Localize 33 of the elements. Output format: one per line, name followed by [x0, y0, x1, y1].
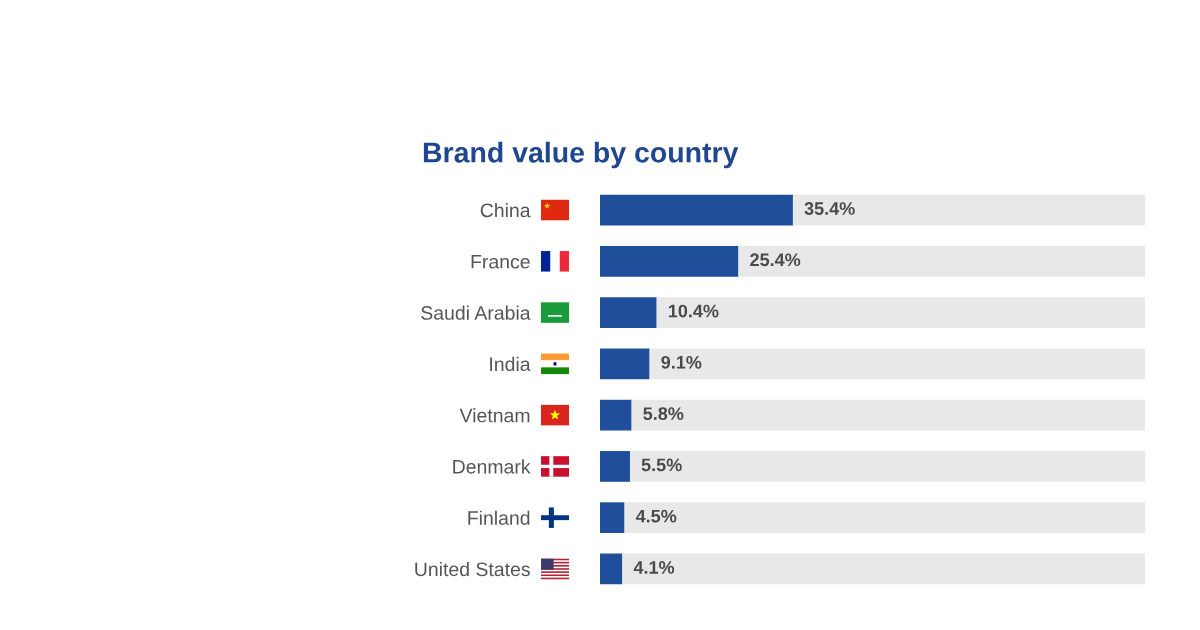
bar — [792, 194, 1145, 226]
data-label: 5.5% — [641, 458, 682, 472]
bar — [629, 451, 1145, 482]
y-tick-label: India — [490, 356, 531, 372]
chart-title: Brand value by country — [423, 141, 739, 169]
bar — [600, 502, 625, 534]
y-tick-label: Denmark — [453, 459, 531, 474]
bar — [656, 297, 1145, 328]
data-label: 10.4% — [668, 304, 719, 318]
data-label: 5.8% — [643, 407, 684, 420]
bar — [624, 502, 1145, 534]
bar — [600, 194, 793, 226]
data-label: 4.5% — [635, 509, 677, 523]
y-tick-label: China — [480, 202, 531, 218]
data-label: 35.4% — [804, 202, 855, 215]
bar — [600, 399, 632, 431]
y-tick-label: France — [471, 254, 530, 269]
bar — [600, 348, 650, 380]
data-label: 9.1% — [661, 355, 702, 369]
y-tick-label: Finland — [468, 510, 530, 525]
bar — [600, 451, 630, 482]
bar — [600, 245, 739, 277]
data-label: 4.1% — [633, 561, 675, 574]
data-label: 25.4% — [750, 253, 801, 267]
bar — [622, 553, 1145, 585]
y-tick-label: United States — [415, 561, 530, 577]
bar — [631, 399, 1145, 431]
y-tick-label: Saudi Arabia — [421, 305, 531, 320]
bar — [738, 245, 1145, 277]
bar — [649, 348, 1145, 380]
y-tick-label: Vietnam — [459, 408, 530, 423]
bar — [600, 553, 623, 585]
bar — [600, 297, 657, 328]
